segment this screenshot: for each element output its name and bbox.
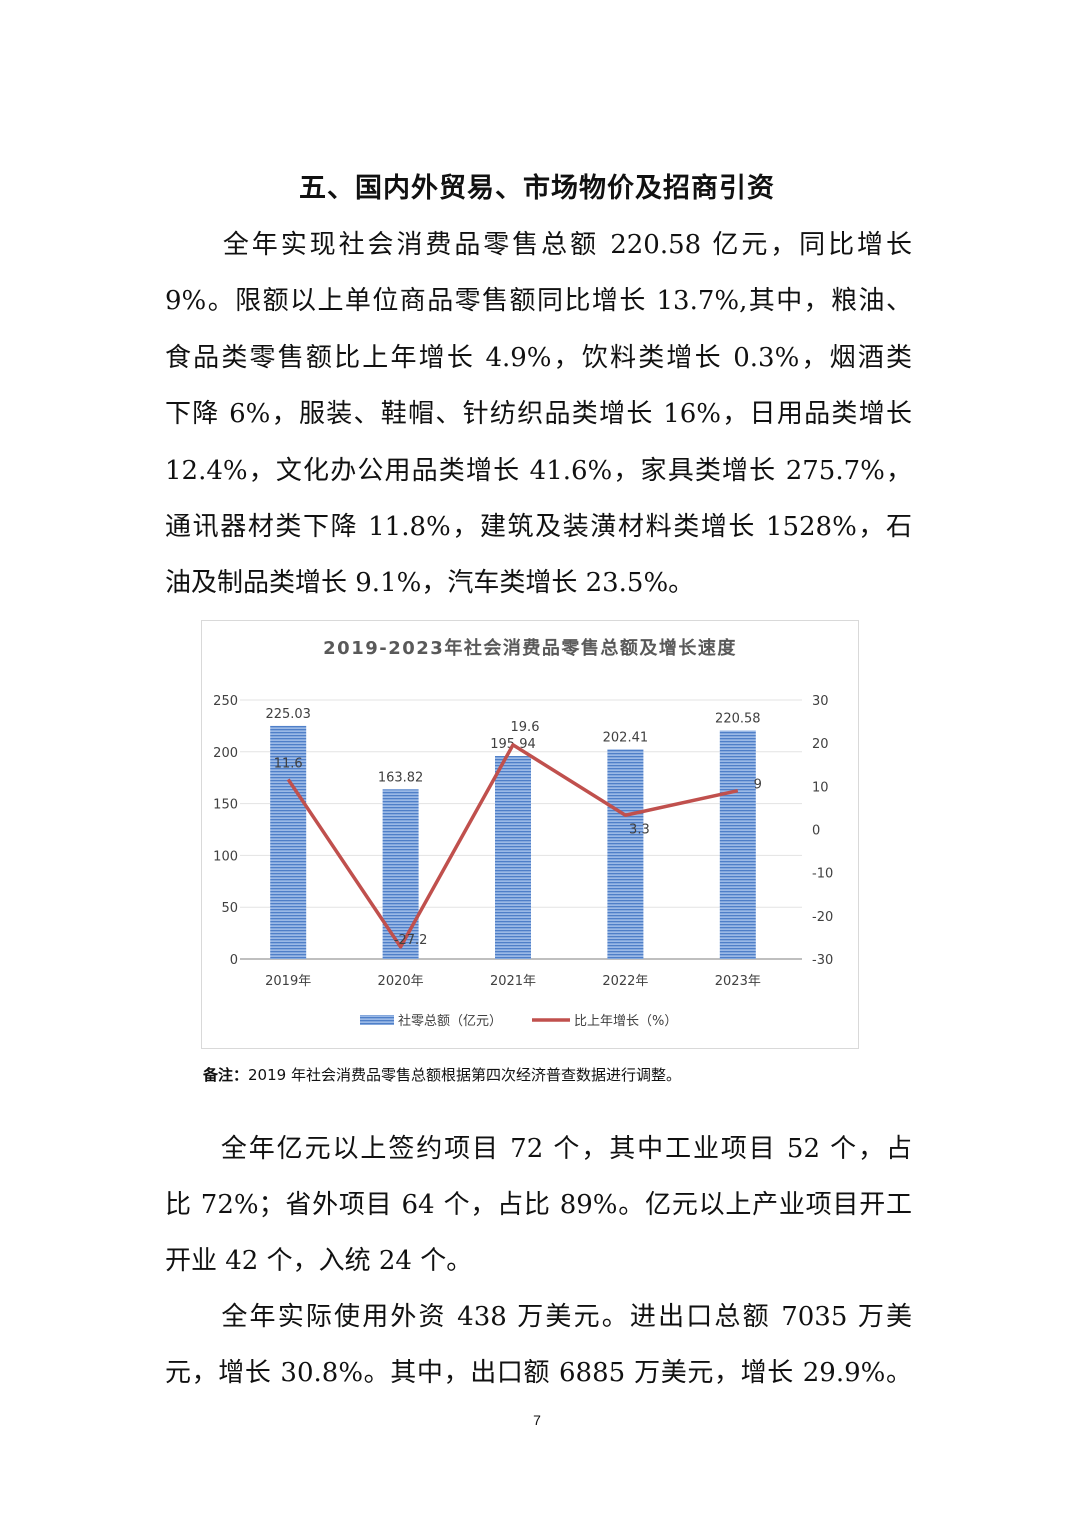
text-line: 油及制品类增长 9.1%，汽车类增长 23.5%。 [165,568,695,598]
x-axis-tick: 2021年 [490,974,536,989]
chart-note: 备注：2019 年社会消费品零售总额根据第四次经济普查数据进行调整。 [203,1064,681,1085]
left-axis-tick: 250 [213,694,238,709]
line-data-label: 3.3 [629,822,650,837]
legend-bar-label: 社零总额（亿元） [398,1013,502,1029]
text-line: 元，增长 30.8%。其中，出口额 6885 万美元，增长 29.9%。 [165,1358,912,1388]
right-axis-tick: 30 [812,694,829,709]
text-line: 食品类零售额比上年增长 4.9%，饮料类增长 0.3%，烟酒类 [165,343,912,373]
x-axis-tick: 2023年 [715,974,761,989]
bar [719,730,756,959]
text-line: 开业 42 个，入统 24 个。 [165,1246,473,1276]
text-line: 下降 6%，服装、鞋帽、针纺织品类增长 16%，日用品类增长 [165,399,912,429]
left-axis-tick: 100 [213,849,238,864]
note-text: 2019 年社会消费品零售总额根据第四次经济普查数据进行调整。 [248,1066,681,1084]
legend-bar-swatch [360,1015,394,1025]
retail-sales-chart: 2019-2023年社会消费品零售总额及增长速度 0 50 100 150 200 250-… [201,620,859,1049]
bar-data-label: 220.58 [715,711,761,726]
bar-data-label: 225.03 [265,707,311,722]
left-axis-tick: 0 [230,953,238,968]
growth-line [286,743,739,949]
bar [270,725,307,959]
bar-data-label: 202.41 [603,730,649,745]
bar-data-label: 163.82 [378,770,424,785]
x-axis-tick: 2020年 [378,974,424,989]
chart-title: 2019-2023年社会消费品零售总额及增长速度 [323,637,737,659]
text-line: 比 72%；省外项目 64 个，占比 89%。亿元以上产业项目开工 [165,1190,912,1220]
line-data-label: -27.2 [394,933,428,948]
page-number: 7 [533,1412,541,1428]
note-label: 备注： [203,1066,249,1084]
text-line: 全年实际使用外资 438 万美元。进出口总额 7035 万美 [165,1302,912,1332]
right-axis-tick: -30 [812,953,833,968]
bar [495,756,531,959]
chart-svg: 2019-2023年社会消费品零售总额及增长速度050100150200250-… [213,637,833,1029]
line-data-label: 11.6 [274,756,303,771]
line-data-label: 19.6 [511,720,540,735]
text-line: 全年实现社会消费品零售总额 220.58 亿元，同比增长 [165,230,912,260]
left-axis-tick: 200 [213,746,238,761]
right-axis-tick: 10 [812,780,829,795]
legend-line-label: 比上年增长（%） [574,1014,677,1029]
bar [607,749,644,959]
left-axis-tick: 150 [213,798,238,813]
text-line: 全年亿元以上签约项目 72 个，其中工业项目 52 个，占 [165,1134,912,1164]
x-axis-tick: 2022年 [602,974,648,989]
text-line: 12.4%，文化办公用品类增长 41.6%，家具类增长 275.7%， [165,456,912,486]
right-axis-tick: 20 [812,737,829,752]
text-line: 9%。限额以上单位商品零售额同比增长 13.7%,其中，粮油、 [165,286,912,316]
section-heading: 五、国内外贸易、市场物价及招商引资 [299,173,775,204]
x-axis-tick: 2019年 [265,974,311,989]
left-axis-tick: 50 [221,901,238,916]
right-axis-tick: -10 [812,867,833,882]
line-data-label: 9 [754,778,762,793]
right-axis-tick: -20 [812,910,833,925]
text-line: 通讯器材类下降 11.8%，建筑及装潢材料类增长 1528%，石 [165,512,912,542]
right-axis-tick: 0 [812,824,820,839]
